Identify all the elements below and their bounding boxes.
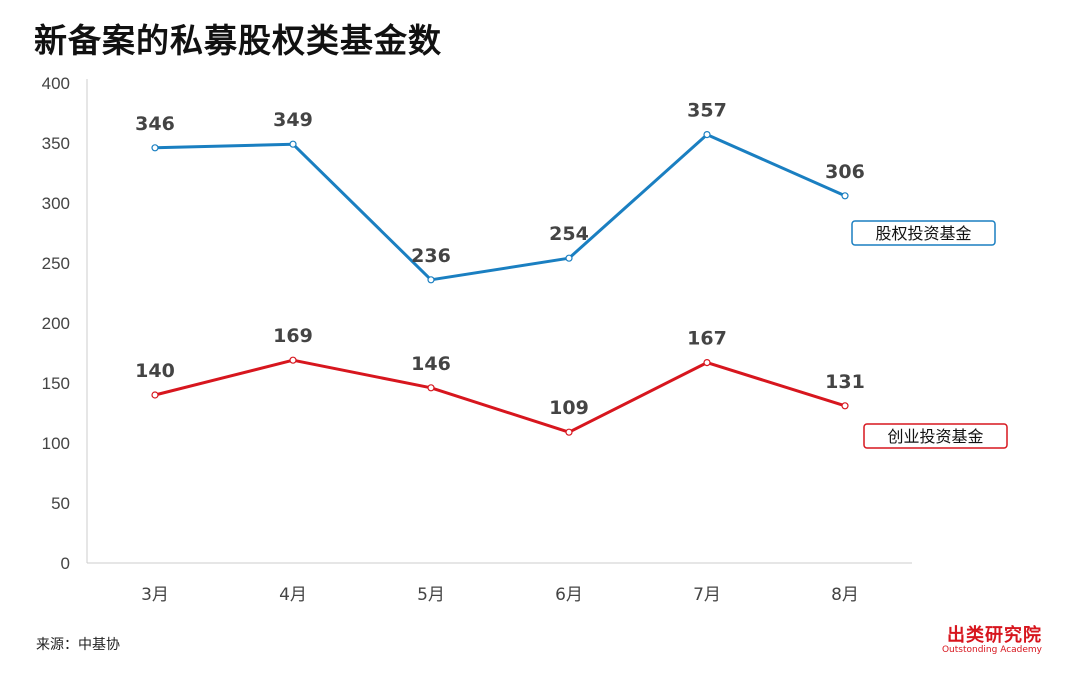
chart-series-lines bbox=[151, 131, 849, 436]
y-tick-label: 400 bbox=[42, 74, 70, 93]
chart-data-labels: 346 349 236 254 357 306 140 169 146 109 167 131 bbox=[135, 100, 865, 420]
data-point bbox=[703, 131, 711, 139]
data-label: 254 bbox=[549, 223, 589, 245]
brand-subtitle: Outstonding Academy bbox=[941, 644, 1042, 655]
data-label: 357 bbox=[687, 100, 727, 122]
data-point bbox=[841, 402, 849, 410]
chart-axes: 0 50 100 150 200 250 300 350 400 3月 4月 5月 6月 7月 8月 bbox=[42, 74, 912, 605]
data-point bbox=[151, 144, 159, 152]
data-label: 169 bbox=[273, 325, 313, 347]
data-label: 236 bbox=[411, 245, 451, 267]
data-label: 131 bbox=[825, 371, 865, 393]
data-label: 140 bbox=[135, 360, 175, 382]
y-tick-label: 100 bbox=[42, 434, 70, 453]
data-point bbox=[565, 254, 573, 262]
data-label: 146 bbox=[411, 353, 451, 375]
data-label: 167 bbox=[687, 328, 727, 350]
y-tick-label: 0 bbox=[61, 554, 70, 573]
series-line bbox=[154, 358, 846, 434]
data-point bbox=[289, 356, 297, 364]
data-point bbox=[289, 140, 297, 148]
x-tick-label: 8月 bbox=[831, 585, 859, 605]
data-point bbox=[427, 276, 435, 284]
x-tick-label: 4月 bbox=[279, 585, 307, 605]
data-point bbox=[565, 428, 573, 436]
chart-title: 新备案的私募股权类基金数 bbox=[34, 21, 442, 60]
x-tick-label: 5月 bbox=[417, 585, 445, 605]
data-point bbox=[151, 391, 159, 399]
y-tick-label: 200 bbox=[42, 314, 70, 333]
series-line bbox=[154, 133, 846, 282]
source-note: 来源：中基协 bbox=[36, 637, 120, 653]
y-tick-label: 350 bbox=[42, 134, 70, 153]
brand-name: 出类研究院 bbox=[947, 625, 1042, 646]
x-tick-label: 6月 bbox=[555, 585, 583, 605]
brand-logo: 出类研究院 Outstonding Academy bbox=[942, 626, 1042, 656]
legend-box bbox=[863, 423, 1008, 449]
legend-label: 股权投资基金 bbox=[875, 224, 971, 243]
legend-label: 创业投资基金 bbox=[887, 427, 983, 446]
y-tick-label: 250 bbox=[42, 254, 70, 273]
x-tick-label: 3月 bbox=[141, 585, 169, 605]
y-tick-label: 150 bbox=[42, 374, 70, 393]
y-tick-label: 300 bbox=[42, 194, 70, 213]
data-point bbox=[841, 192, 849, 200]
legend-box bbox=[851, 220, 996, 246]
y-tick-label: 50 bbox=[51, 494, 70, 513]
data-label: 346 bbox=[135, 113, 175, 135]
data-point bbox=[703, 359, 711, 367]
data-point bbox=[427, 384, 435, 392]
data-label: 306 bbox=[825, 161, 865, 183]
x-tick-label: 7月 bbox=[693, 585, 721, 605]
data-label: 109 bbox=[549, 397, 589, 419]
data-label: 349 bbox=[273, 109, 313, 131]
